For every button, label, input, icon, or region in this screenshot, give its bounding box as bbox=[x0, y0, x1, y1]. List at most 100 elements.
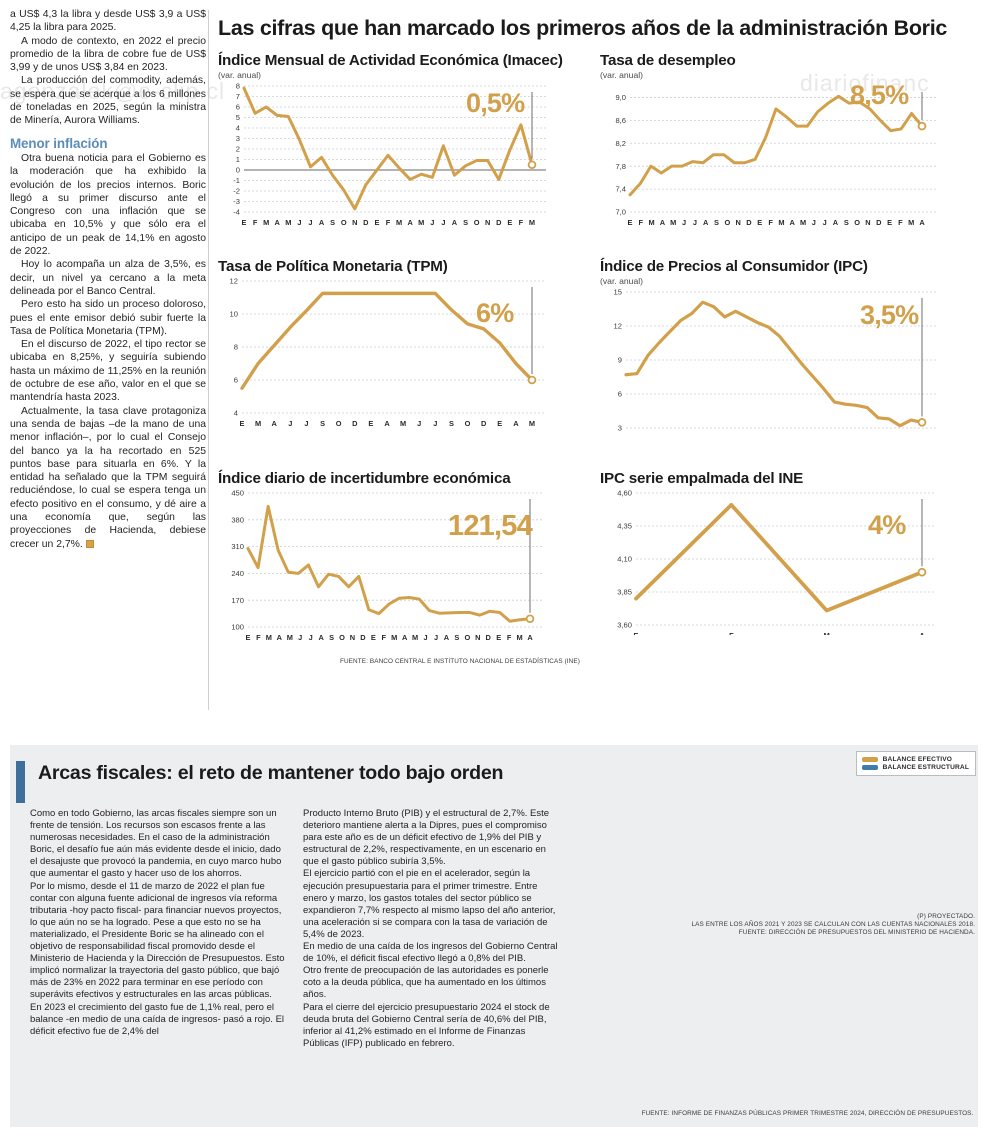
y-axis-tick-label: 2 bbox=[236, 145, 240, 154]
x-axis-tick-label: D bbox=[486, 633, 492, 642]
chart-incertidumbre: Índice diario de incertidumbre económica… bbox=[218, 470, 590, 645]
y-axis-tick-label: 10 bbox=[230, 310, 238, 319]
chart-ipc_empalmada: IPC serie empalmada del INE 3,60 3,85 4,10 4… bbox=[600, 470, 978, 635]
x-axis-tick-label: E bbox=[757, 218, 762, 227]
chart-title: Tasa de Política Monetaria (TPM) bbox=[218, 258, 448, 275]
x-axis-tick-label: S bbox=[454, 633, 459, 642]
paragraph: La producción del commodity, además, se … bbox=[10, 75, 206, 127]
x-axis-tick-label: A bbox=[660, 218, 666, 227]
x-axis-tick-label: F bbox=[519, 218, 524, 227]
x-axis-tick-label: M bbox=[778, 218, 784, 227]
balance-note-3: FUENTE: DIRECCIÓN DE PRESUPUESTOS DEL MI… bbox=[738, 929, 975, 936]
chart-title: Índice de Precios al Consumidor (IPC) bbox=[600, 258, 868, 275]
legend-item: BALANCE ESTRUCTURAL bbox=[861, 764, 969, 771]
chart-plot-area: 100 170 240 310 380 450 E F M A M J J A S O N D E F M A M J J A S O… bbox=[218, 487, 590, 645]
paragraph: En medio de una caída de los ingresos de… bbox=[303, 941, 558, 965]
x-axis-tick-label: J bbox=[434, 633, 438, 642]
series-end-marker bbox=[527, 160, 537, 170]
y-axis-tick-label: -4 bbox=[233, 208, 240, 217]
x-axis-tick-label: D bbox=[481, 419, 487, 428]
y-axis-tick-label: 7 bbox=[236, 92, 240, 101]
x-axis-tick-label: M bbox=[516, 633, 522, 642]
x-axis-tick-label: F bbox=[898, 218, 903, 227]
x-axis-tick-label: F bbox=[507, 633, 512, 642]
chart-plot-area: 7,0 7,4 7,8 8,2 8,6 9,0 E F M A M J J A S O N D E F M A M J J A S O… bbox=[600, 80, 978, 230]
chart-plot-area: 3,603,854,104,354,60EFMA2024 bbox=[600, 487, 978, 635]
x-axis-tick-label: M bbox=[287, 633, 293, 642]
y-axis-tick-label: 6 bbox=[234, 376, 238, 385]
paragraph: A modo de contexto, en 2022 el precio pr… bbox=[10, 35, 206, 74]
paragraph: Producto Interno Bruto (PIB) y el estruc… bbox=[303, 808, 550, 868]
x-axis-tick-label: A bbox=[833, 218, 839, 227]
x-axis-tick-label: F bbox=[253, 218, 258, 227]
series-line bbox=[246, 504, 532, 623]
y-axis-tick-label: 9,0 bbox=[615, 93, 626, 102]
x-axis-year-label: 2022 bbox=[273, 431, 292, 433]
x-axis-tick-label: S bbox=[463, 218, 468, 227]
series-end-marker bbox=[527, 375, 537, 385]
x-axis-tick-label: A bbox=[275, 218, 281, 227]
y-axis-tick-label: 15 bbox=[614, 288, 622, 297]
paragraph: a US$ 4,3 la libra y desde US$ 3,9 a US$… bbox=[10, 9, 206, 34]
x-axis-tick-label: J bbox=[693, 218, 697, 227]
y-axis-tick-label: 8,6 bbox=[615, 116, 626, 125]
x-axis-tick-label: E bbox=[887, 218, 892, 227]
chart-subtitle: (var. anual) bbox=[218, 70, 261, 80]
series-end-marker bbox=[917, 418, 927, 427]
x-axis-tick-label: E bbox=[240, 419, 245, 428]
x-axis-tick-label: F bbox=[256, 633, 261, 642]
x-axis-tick-label: E bbox=[497, 419, 502, 428]
x-axis-tick-label: E bbox=[374, 218, 379, 227]
series-line bbox=[634, 502, 924, 613]
y-axis-tick-label: 7,4 bbox=[615, 185, 626, 194]
x-axis-tick-label: A bbox=[790, 218, 796, 227]
series-line bbox=[624, 300, 924, 428]
chart-tpm: Tasa de Política Monetaria (TPM) 4 6 8 10 12 E… bbox=[218, 258, 590, 433]
x-axis-tick-label: M bbox=[266, 633, 272, 642]
x-axis-tick-label: S bbox=[844, 218, 849, 227]
column-divider bbox=[208, 10, 209, 710]
legend-item: BALANCE EFECTIVO bbox=[861, 756, 969, 763]
x-axis-tick-label: J bbox=[433, 419, 437, 428]
x-axis-tick-label: O bbox=[339, 633, 345, 642]
x-axis-tick-label: J bbox=[309, 633, 313, 642]
x-axis-tick-label: M bbox=[263, 218, 269, 227]
chart-title: Índice diario de incertidumbre económica bbox=[218, 470, 511, 487]
x-axis-tick-label: A bbox=[919, 218, 925, 227]
x-axis-tick-label: A bbox=[402, 633, 408, 642]
x-axis-tick-label: M bbox=[412, 633, 418, 642]
x-axis-tick-label: S bbox=[714, 218, 719, 227]
y-axis-tick-label: 4,35 bbox=[617, 522, 632, 531]
x-axis-tick-label: E bbox=[634, 631, 639, 635]
x-axis-tick-label: A bbox=[319, 218, 325, 227]
x-axis-tick-label: E bbox=[371, 633, 376, 642]
left-article-column: a US$ 4,3 la libra y desde US$ 3,9 a US$… bbox=[10, 8, 206, 723]
x-axis-tick-label: F bbox=[386, 218, 391, 227]
x-axis-tick-label: J bbox=[430, 218, 434, 227]
y-axis-tick-label: 100 bbox=[231, 623, 244, 632]
x-axis-tick-label: J bbox=[823, 218, 827, 227]
x-axis-tick-label: J bbox=[682, 218, 686, 227]
y-axis-tick-label: 310 bbox=[231, 542, 244, 551]
y-axis-tick-label: 8 bbox=[236, 82, 240, 91]
series-end-marker bbox=[917, 567, 927, 577]
balance-note-1: (P) PROYECTADO. bbox=[917, 913, 975, 920]
x-axis-tick-label: F bbox=[382, 633, 387, 642]
x-axis-tick-label: M bbox=[529, 218, 535, 227]
chart-svg: 4 6 8 10 12 E M A J J S O D E A M J J S O D E A M 2022 2023 2024 bbox=[230, 277, 546, 433]
y-axis-tick-label: 1 bbox=[236, 155, 240, 164]
x-axis-tick-label: A bbox=[919, 631, 925, 635]
chart-callout-value: 8,5% bbox=[850, 80, 909, 110]
x-axis-tick-label: J bbox=[423, 633, 427, 642]
y-axis-tick-label: 6 bbox=[618, 390, 622, 399]
y-axis-tick-label: 3,60 bbox=[617, 621, 632, 630]
chart-svg: 3,603,854,104,354,60EFMA2024 bbox=[617, 489, 936, 635]
paragraph-with-endmark: Actualmente, la tasa clave protagoniza u… bbox=[10, 405, 206, 551]
chart-title: Índice Mensual de Actividad Económica (I… bbox=[218, 52, 563, 69]
paragraph-text: Actualmente, la tasa clave protagoniza u… bbox=[10, 405, 206, 550]
x-axis-tick-label: A bbox=[444, 633, 450, 642]
x-axis-tick-label: A bbox=[452, 218, 458, 227]
